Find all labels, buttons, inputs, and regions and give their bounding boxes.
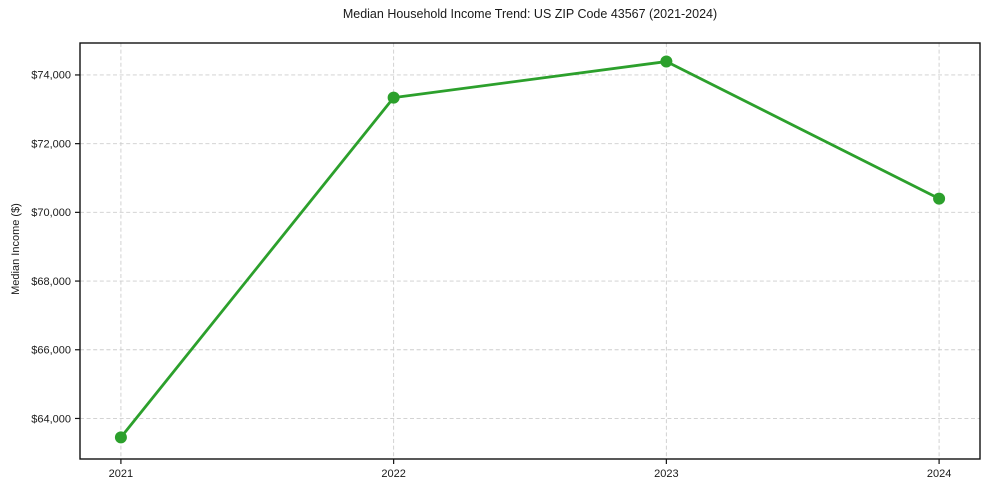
y-tick-label: $74,000 <box>31 70 71 82</box>
x-tick-label: 2021 <box>109 468 133 480</box>
plot-frame <box>79 42 981 460</box>
trend-line <box>119 60 941 439</box>
y-tick-label: $68,000 <box>31 276 71 288</box>
chart-title: Median Household Income Trend: US ZIP Co… <box>342 7 718 21</box>
data-point-2022 <box>387 91 400 104</box>
x-tick-label: 2023 <box>654 468 678 480</box>
data-point-2021 <box>114 431 127 444</box>
x-tick-label: 2024 <box>927 468 951 480</box>
y-tick-label: $72,000 <box>31 138 71 150</box>
y-tick-label: $70,000 <box>31 207 71 219</box>
data-point-2023 <box>660 55 673 68</box>
data-point-2024 <box>933 192 946 205</box>
x-tick-label: 2022 <box>381 468 405 480</box>
y-tick-label: $66,000 <box>31 345 71 357</box>
y-tick-label: $64,000 <box>31 413 71 425</box>
